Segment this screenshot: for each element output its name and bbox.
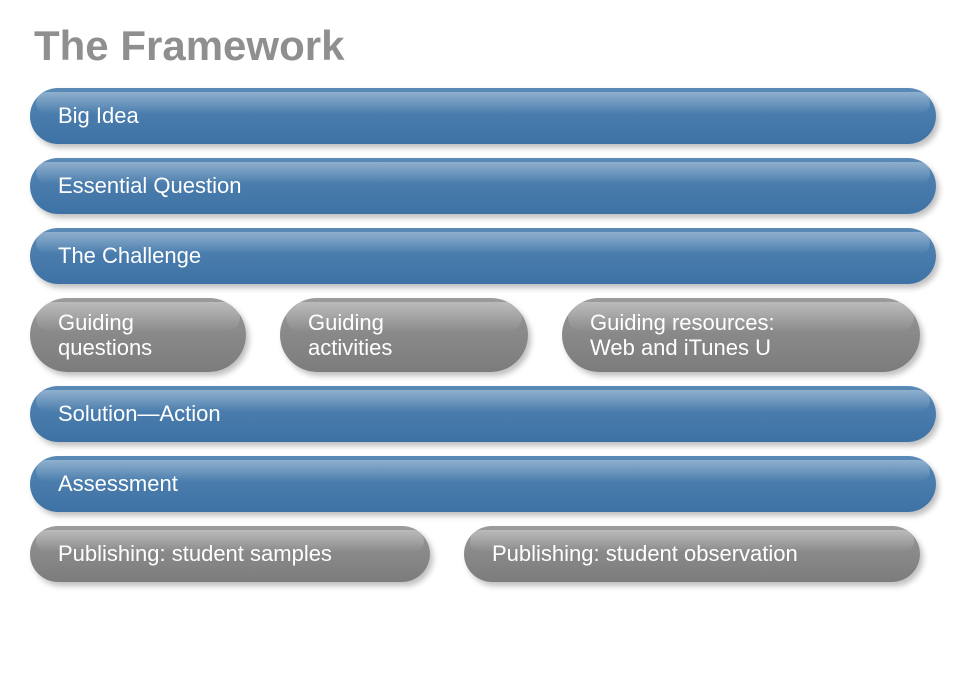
row-label: Essential Question [58,173,241,198]
pill-highlight [36,92,930,114]
row-solution-action: Solution—Action [30,386,936,442]
page-title: The Framework [34,22,936,70]
item-label: Guidingactivities [308,310,392,361]
item-label: Guiding resources:Web and iTunes U [590,310,775,361]
row-label: Assessment [58,471,178,496]
item-publishing-samples: Publishing: student samples [30,526,430,582]
item-publishing-observation: Publishing: student observation [464,526,920,582]
item-label: Publishing: student observation [492,541,798,566]
row-guiding: Guidingquestions Guidingactivities Guidi… [30,298,936,372]
framework-stack: Big Idea Essential Question The Challeng… [30,88,936,582]
item-label: Publishing: student samples [58,541,332,566]
row-essential-question: Essential Question [30,158,936,214]
row-assessment: Assessment [30,456,936,512]
row-big-idea: Big Idea [30,88,936,144]
item-guiding-resources: Guiding resources:Web and iTunes U [562,298,920,372]
row-label: Solution—Action [58,401,221,426]
row-publishing: Publishing: student samples Publishing: … [30,526,936,582]
item-label: Guidingquestions [58,310,152,361]
item-guiding-questions: Guidingquestions [30,298,246,372]
row-label: The Challenge [58,243,201,268]
row-the-challenge: The Challenge [30,228,936,284]
row-label: Big Idea [58,103,139,128]
item-guiding-activities: Guidingactivities [280,298,528,372]
